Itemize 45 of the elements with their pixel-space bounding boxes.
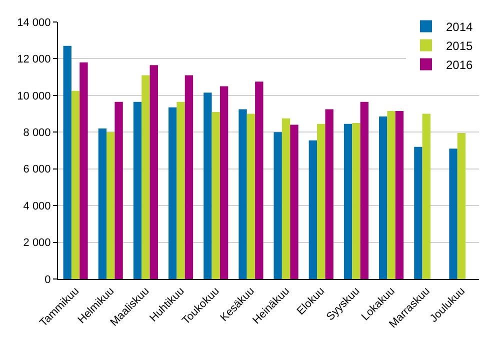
legend-label: 2014 <box>446 20 474 34</box>
bar <box>274 132 282 279</box>
y-tick-label: 14 000 <box>17 16 51 29</box>
bar <box>63 46 72 279</box>
bar <box>360 102 368 279</box>
bar <box>344 124 352 279</box>
bar <box>282 118 290 279</box>
bar <box>98 128 107 279</box>
bar <box>308 140 318 279</box>
bar <box>325 109 334 279</box>
bar <box>457 133 466 279</box>
bar <box>204 92 212 279</box>
y-tick-label: 10 000 <box>17 90 51 102</box>
legend-label: 2015 <box>446 38 474 53</box>
bar <box>246 114 256 279</box>
bar <box>422 114 430 279</box>
bar <box>414 146 422 279</box>
bar <box>352 122 360 279</box>
bar <box>395 111 404 279</box>
bar <box>176 102 185 279</box>
y-tick-label: 12 000 <box>17 54 51 66</box>
bar <box>238 109 247 279</box>
bar <box>212 112 220 279</box>
bar <box>142 75 150 279</box>
bar <box>290 124 298 279</box>
y-tick-label: 6 000 <box>23 164 51 176</box>
y-tick-label: 2 000 <box>23 237 51 250</box>
bar <box>387 111 396 279</box>
bar <box>114 102 123 279</box>
y-tick-label: 0 <box>44 274 51 286</box>
bar <box>106 132 115 279</box>
bar <box>184 75 194 279</box>
bar <box>80 62 88 279</box>
y-tick-label: 8 000 <box>23 126 51 139</box>
bar <box>220 86 228 279</box>
bar <box>168 107 177 279</box>
bar <box>317 124 326 279</box>
legend-label: 2016 <box>446 58 474 72</box>
bar <box>449 148 458 279</box>
bar <box>379 116 388 279</box>
y-tick-label: 4 000 <box>23 200 51 212</box>
bar <box>255 82 264 279</box>
bar <box>150 65 158 279</box>
bar <box>133 102 142 279</box>
bar <box>71 90 80 279</box>
